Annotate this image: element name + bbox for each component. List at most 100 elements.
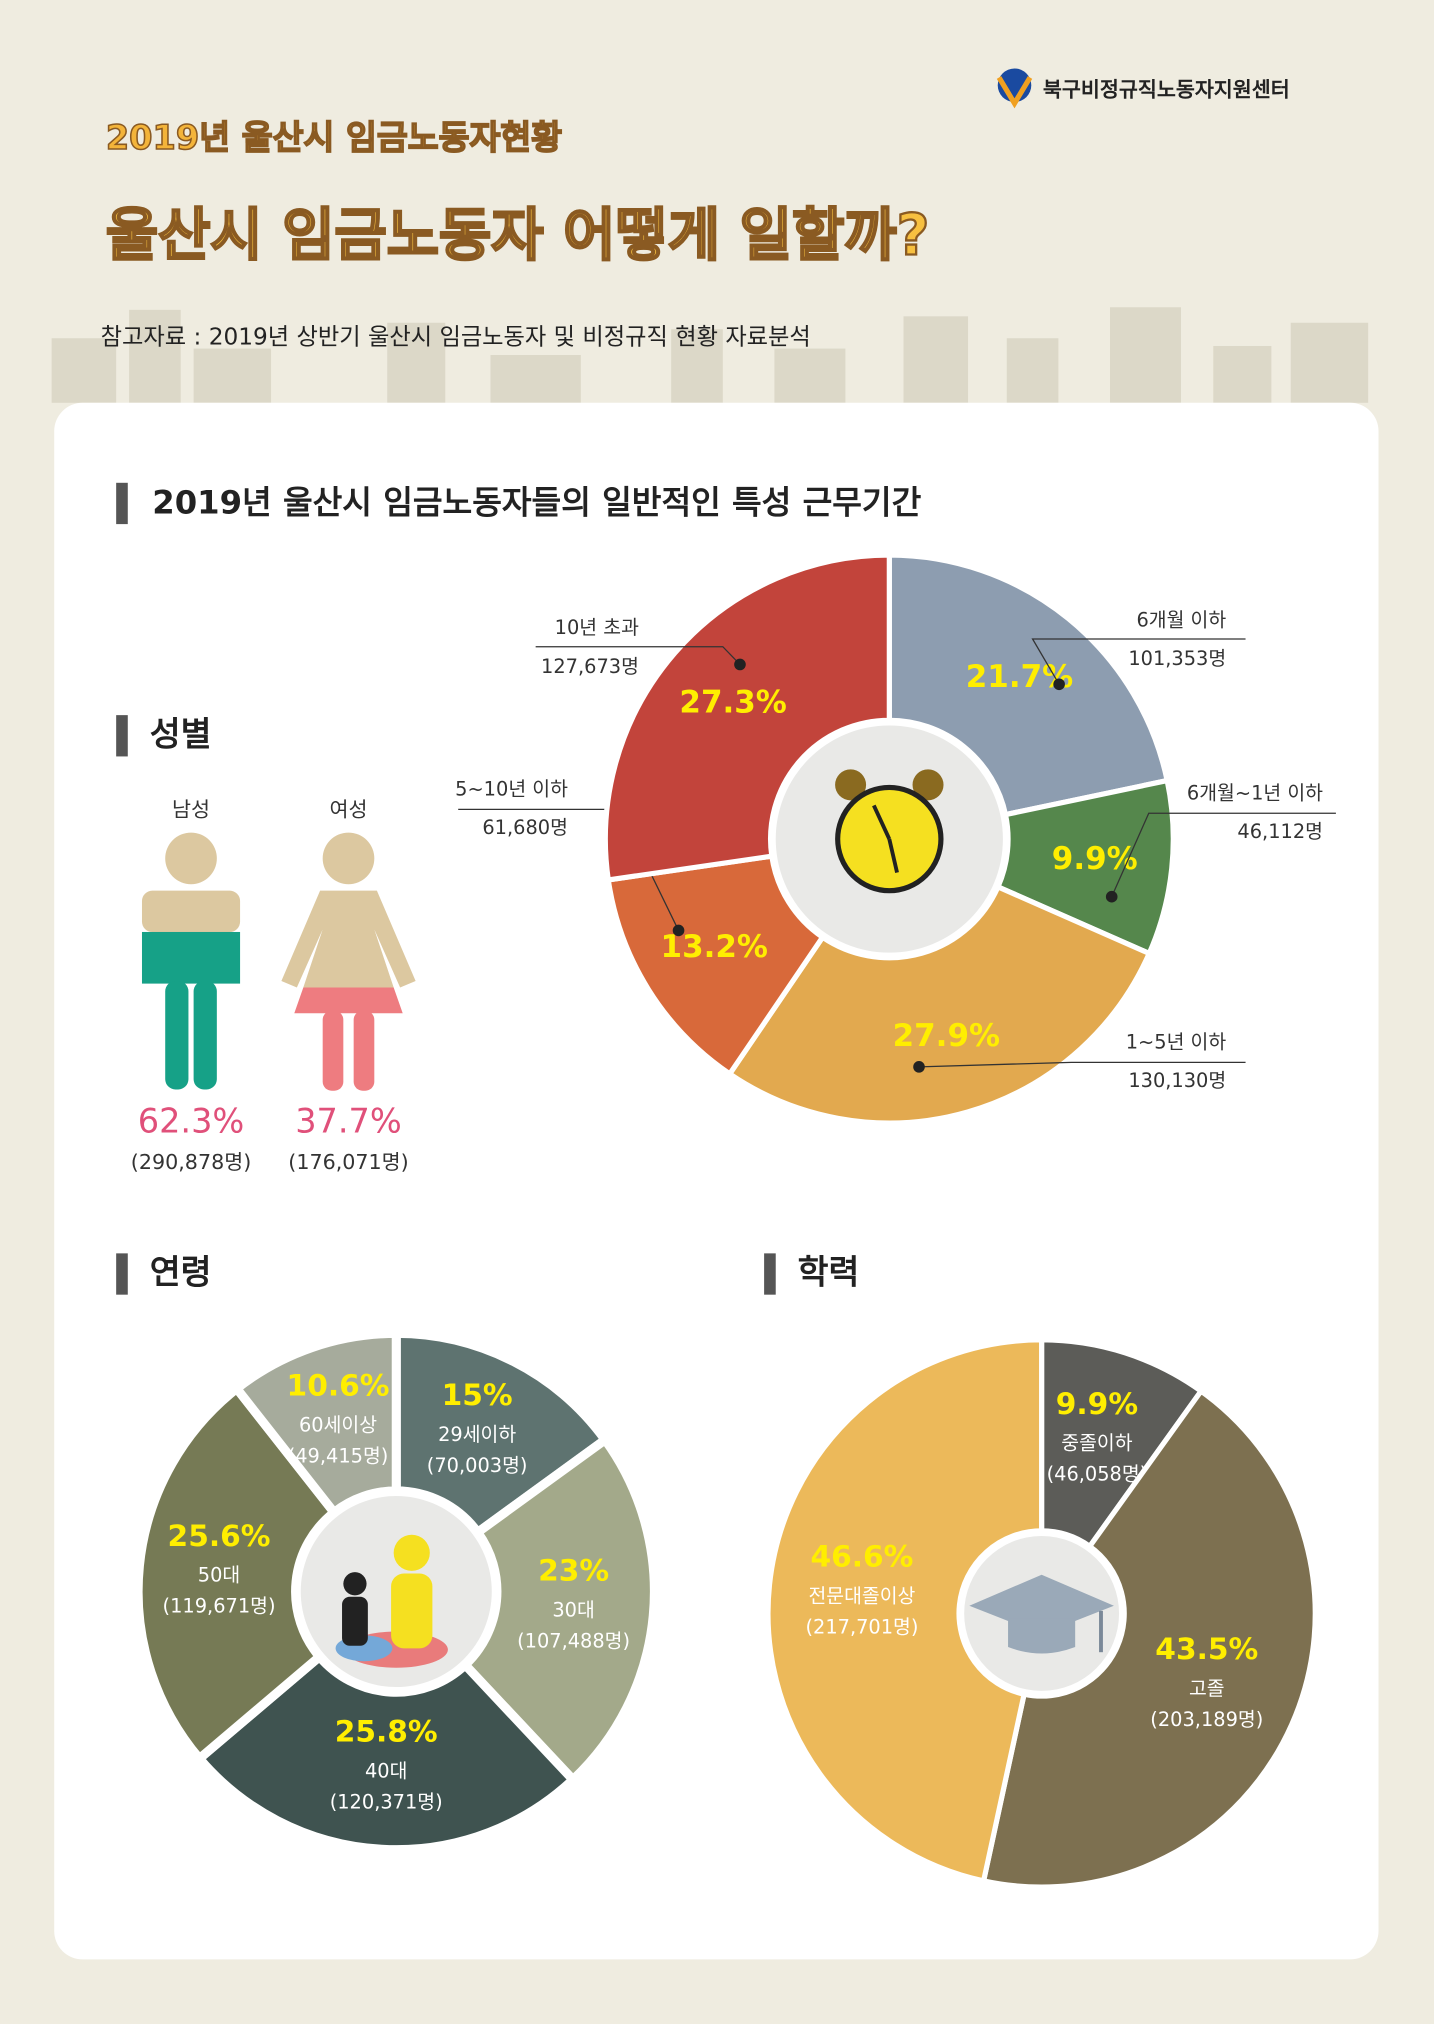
callout-count: 101,353명 xyxy=(1128,647,1226,670)
slice-percent: 25.8% xyxy=(335,1714,438,1749)
torso xyxy=(141,890,241,932)
leg xyxy=(353,1010,375,1091)
heading: 연령 xyxy=(150,1253,212,1292)
center-icon xyxy=(335,1534,448,1668)
donut-slice xyxy=(980,1387,1318,1890)
slice-percent: 27.3% xyxy=(679,684,786,720)
bell xyxy=(912,769,944,801)
hand xyxy=(872,804,892,840)
hand xyxy=(887,838,899,874)
donut-slice xyxy=(765,1337,1045,1884)
adult-head xyxy=(393,1534,430,1571)
body xyxy=(141,931,241,984)
callout-name: 5~10년 이하 xyxy=(455,777,568,800)
slice-percent: 25.6% xyxy=(168,1518,271,1553)
subtitle: 2019년 울산시 임금노동자현황 xyxy=(106,118,562,157)
callout-name: 1~5년 이하 xyxy=(1126,1030,1227,1053)
slice-name: 40대 xyxy=(365,1759,407,1782)
callout-dot xyxy=(734,658,746,671)
percent-label: 62.3% xyxy=(138,1102,245,1141)
slice-percent: 21.7% xyxy=(966,659,1073,695)
heading: 학력 xyxy=(798,1253,860,1292)
slice-percent: 9.9% xyxy=(1052,841,1138,877)
callout-dot xyxy=(913,1061,925,1073)
donut-slice xyxy=(458,1433,659,1787)
slice-percent: 10.6% xyxy=(287,1368,390,1403)
child-head xyxy=(343,1572,367,1596)
slice-name: 29세이하 xyxy=(438,1423,516,1446)
slice-count: (217,701명) xyxy=(805,1615,918,1638)
donut-slice xyxy=(886,552,1171,818)
callout-dot xyxy=(1105,890,1118,903)
slice-percent: 23% xyxy=(538,1553,609,1588)
callout-count: 61,680명 xyxy=(482,816,568,839)
figure-label: 남성 xyxy=(172,798,210,822)
donut-slice xyxy=(230,1328,401,1519)
slice-percent: 15% xyxy=(442,1377,513,1412)
slice-percent: 46.6% xyxy=(810,1539,913,1574)
adult-body xyxy=(391,1573,433,1649)
callout-name: 6개월 이하 xyxy=(1136,608,1226,631)
head xyxy=(165,832,217,885)
person-figure xyxy=(141,832,241,1090)
cap-base xyxy=(1008,1618,1076,1654)
callout-line xyxy=(535,646,741,665)
slice-count: (70,003명) xyxy=(427,1454,528,1477)
callout-count: 46,112명 xyxy=(1237,820,1323,843)
section-bar xyxy=(116,482,128,525)
source: 참고자료 : 2019년 상반기 울산시 임금노동자 및 비정규직 현황 자료분… xyxy=(101,324,811,351)
heading-bar xyxy=(116,1253,128,1295)
leg xyxy=(193,981,217,1090)
leg xyxy=(322,1010,344,1091)
percent-label: 37.7% xyxy=(295,1102,402,1141)
donut-slice xyxy=(726,883,1153,1126)
donut-slice xyxy=(391,1328,612,1539)
figure-label: 여성 xyxy=(330,798,368,822)
donut-slice xyxy=(193,1650,580,1855)
org: 북구비정규직노동자지원센터 xyxy=(1043,77,1290,101)
cap-top xyxy=(969,1574,1114,1635)
section-title: 2019년 울산시 임금노동자들의 일반적인 특성 근무기간 xyxy=(152,484,921,522)
count-label: (290,878명) xyxy=(131,1150,251,1174)
bell xyxy=(835,769,867,801)
donut-slice xyxy=(133,1382,341,1765)
callout-count: 130,130명 xyxy=(1128,1069,1226,1092)
slice-count: (119,671명) xyxy=(163,1595,276,1618)
head xyxy=(322,832,375,885)
slice-name: 전문대졸이상 xyxy=(809,1584,916,1607)
callout-line xyxy=(1031,638,1246,685)
title: 울산시 임금노동자 어떻게 일할까? xyxy=(106,202,930,268)
slice-name: 30대 xyxy=(552,1598,594,1621)
callout-count: 127,673명 xyxy=(541,655,639,678)
child-body xyxy=(342,1596,368,1646)
slice-count: (49,415명) xyxy=(288,1444,389,1467)
slice-count: (120,371명) xyxy=(330,1790,443,1813)
slice-name: 중졸이하 xyxy=(1061,1432,1132,1455)
donut-slice xyxy=(1039,1337,1205,1550)
slice-count: (107,488명) xyxy=(517,1629,630,1652)
skirt xyxy=(294,987,403,1014)
callout-line xyxy=(918,1061,1246,1068)
heading-bar xyxy=(116,715,128,757)
slice-count: (46,058명) xyxy=(1047,1463,1148,1486)
slice-count: (203,189명) xyxy=(1150,1708,1263,1731)
callout-name: 6개월~1년 이하 xyxy=(1187,781,1323,804)
person-figure xyxy=(281,832,416,1091)
count-label: (176,071명) xyxy=(288,1150,408,1174)
donut-slice xyxy=(605,853,827,1078)
slice-name: 50대 xyxy=(198,1564,240,1587)
heading: 성별 xyxy=(150,714,212,753)
center-icon xyxy=(835,769,944,894)
callout-line xyxy=(1111,812,1336,897)
heading-bar xyxy=(764,1253,776,1295)
logo xyxy=(996,68,1033,109)
donut-slice xyxy=(602,552,892,883)
slice-percent: 43.5% xyxy=(1155,1631,1258,1666)
leg xyxy=(165,981,189,1090)
dress xyxy=(281,890,416,988)
slice-percent: 9.9% xyxy=(1056,1386,1138,1421)
slice-name: 고졸 xyxy=(1189,1677,1225,1700)
skyline xyxy=(51,307,1369,403)
callout-dot xyxy=(1053,678,1065,691)
